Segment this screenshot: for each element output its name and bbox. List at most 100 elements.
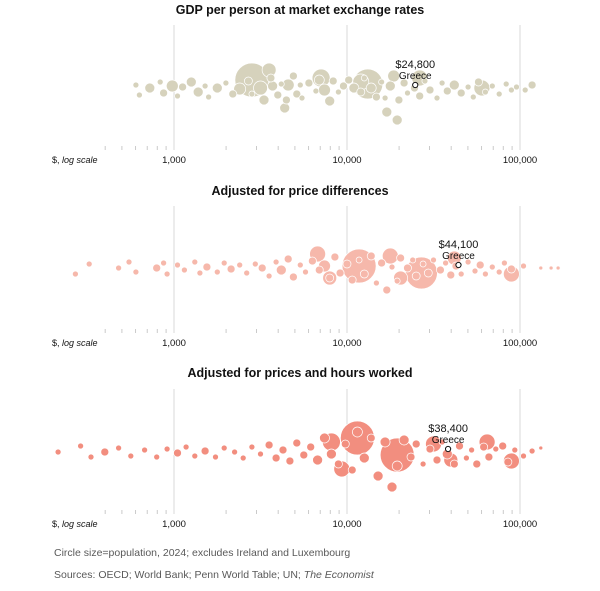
country-bubble	[292, 89, 302, 99]
country-bubble	[442, 86, 452, 96]
country-bubble	[181, 266, 188, 274]
country-bubble	[356, 87, 366, 97]
country-bubble	[438, 79, 446, 87]
axis-unit-scale: log scale	[62, 155, 98, 165]
sources-publisher: The Economist	[303, 569, 374, 581]
country-bubble	[77, 442, 84, 450]
country-bubble	[419, 260, 427, 268]
country-bubble	[253, 80, 268, 96]
country-bubble	[456, 88, 466, 98]
country-bubble	[277, 80, 285, 88]
country-bubble	[178, 82, 187, 92]
country-bubble	[324, 95, 336, 107]
country-bubble	[213, 268, 221, 276]
country-bubble	[312, 454, 323, 466]
chart-panel-2: Adjusted for price differences 1,000 10,00…	[52, 184, 561, 349]
country-bubble	[244, 76, 253, 86]
country-bubble	[220, 444, 228, 452]
country-bubble	[432, 455, 442, 465]
country-bubble	[72, 270, 79, 278]
country-bubble	[520, 262, 527, 270]
country-bubble	[348, 82, 360, 94]
country-bubble	[231, 448, 238, 456]
country-bubble	[196, 269, 204, 277]
country-bubble	[335, 268, 345, 278]
country-bubble	[502, 80, 510, 88]
panel-title: Adjusted for prices and hours worked	[187, 366, 412, 380]
country-bubble	[482, 88, 489, 96]
country-bubbles	[72, 245, 561, 295]
country-bubble	[406, 452, 416, 462]
highlight-marker	[412, 81, 419, 89]
country-bubble	[304, 78, 314, 88]
country-bubble	[85, 260, 93, 268]
country-bubble	[236, 261, 244, 269]
country-bubble	[503, 457, 513, 467]
x-tick-label: 1,000	[162, 155, 186, 166]
country-bubble	[222, 79, 230, 87]
country-bubble	[212, 453, 219, 461]
country-bubble	[394, 95, 404, 105]
country-bubble	[471, 267, 479, 275]
country-bubble	[488, 82, 496, 90]
country-bubble	[278, 445, 288, 455]
country-bubble	[520, 452, 527, 460]
country-bubble	[191, 452, 199, 460]
country-bubble	[201, 82, 209, 90]
country-bubble	[191, 258, 199, 266]
country-bubble	[152, 263, 162, 273]
country-bubble	[228, 89, 238, 99]
country-bubble	[347, 465, 357, 475]
country-bubble	[347, 275, 357, 285]
country-bubble	[511, 446, 519, 454]
country-bubble	[372, 92, 381, 102]
country-bubbles	[132, 62, 537, 126]
country-bubble	[314, 265, 324, 275]
country-bubble	[174, 261, 181, 269]
country-bubble	[271, 453, 281, 463]
country-bubble	[54, 448, 62, 456]
country-bubble	[501, 259, 508, 267]
country-bubble	[446, 270, 456, 280]
highlight-marker	[444, 445, 452, 453]
panel-title: GDP per person at market exchange rates	[176, 3, 425, 17]
country-bubble	[399, 78, 409, 88]
country-bubble	[282, 95, 291, 105]
sources-text: Sources: OECD; World Bank; Penn World Ta…	[54, 569, 301, 581]
country-bubble	[352, 426, 363, 438]
country-bubble	[136, 91, 143, 99]
country-bubble	[257, 263, 267, 273]
country-bubble	[391, 460, 403, 472]
country-bubble	[340, 439, 350, 449]
country-bubble	[308, 256, 317, 266]
country-bubble	[296, 81, 304, 89]
country-bubble	[457, 270, 465, 278]
country-bubble	[508, 86, 515, 94]
country-bubble	[415, 91, 425, 101]
country-bubble	[182, 443, 190, 451]
country-bubble	[484, 452, 494, 462]
country-bubble	[298, 94, 306, 102]
country-bubble	[144, 82, 156, 94]
country-bubble	[409, 256, 417, 264]
country-bubble	[334, 459, 343, 469]
country-bubble	[507, 264, 516, 274]
country-bubble	[495, 90, 503, 98]
country-bubble	[185, 76, 197, 88]
country-bubble	[492, 445, 500, 453]
country-bubble	[373, 279, 380, 287]
country-bubble	[272, 258, 280, 266]
country-bubble	[495, 268, 503, 276]
x-tick-label: 1,000	[162, 338, 186, 349]
country-bubble	[292, 438, 302, 448]
country-bubble	[330, 252, 340, 262]
country-bubble	[359, 269, 369, 279]
country-bubble	[132, 268, 140, 276]
country-bubble	[273, 90, 283, 100]
country-bubble	[379, 436, 391, 448]
country-bubble	[436, 265, 445, 275]
size-note: Circle size=population, 2024; excludes I…	[54, 547, 351, 559]
country-bubble	[548, 265, 554, 271]
country-bubble	[328, 76, 338, 86]
